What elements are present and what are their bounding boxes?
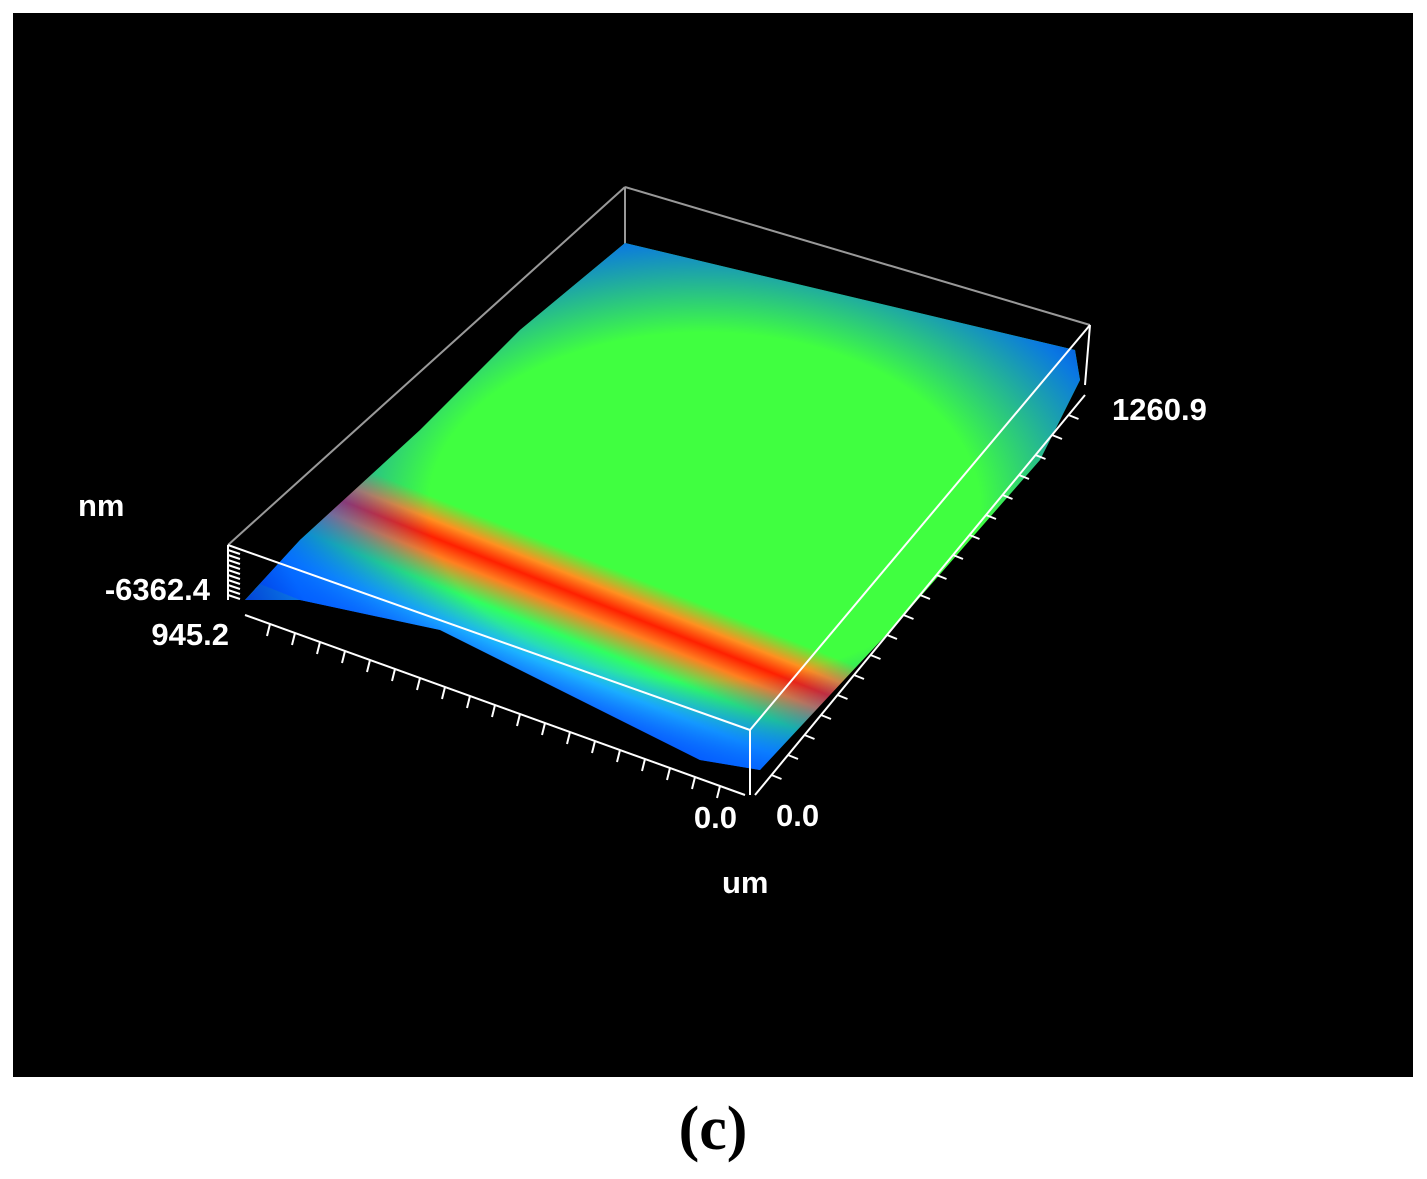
axis-tick: [441, 686, 446, 700]
z-unit: nm: [78, 488, 125, 523]
axis-tick: [227, 549, 241, 555]
axis-tick: [227, 554, 241, 560]
axis-tick: [291, 632, 296, 646]
axis-tick: [591, 740, 596, 754]
axis-tick: [969, 534, 980, 540]
axis-tick: [771, 774, 782, 780]
axis-tick: [952, 554, 964, 560]
axis-tick: [391, 668, 396, 682]
axis-tick: [227, 574, 241, 580]
axis-tick: [266, 623, 271, 637]
axis-tick: [804, 734, 815, 740]
axis-tick: [985, 514, 997, 520]
axis-tick: [466, 695, 471, 709]
front-frame: [227, 324, 1091, 799]
axis-tick: [541, 722, 546, 736]
axis-tick: [870, 654, 881, 660]
axis-tick: [641, 758, 646, 772]
axis-tick: [787, 754, 799, 760]
back-frame: [227, 186, 1091, 546]
axis-tick: [1002, 494, 1013, 500]
axis-tick: [919, 594, 931, 600]
axis-tick: [227, 594, 241, 600]
axis-tick: [227, 579, 241, 585]
axis-tick: [566, 731, 571, 745]
axis-tick: [491, 704, 496, 718]
axis-tick: [227, 569, 241, 575]
axis-tick: [227, 584, 241, 590]
axis-tick: [936, 574, 947, 580]
z-tick-label: -6362.4: [105, 572, 211, 607]
axis-tick: [666, 767, 671, 781]
axis-tick: [691, 776, 696, 790]
axis-tick: [886, 634, 898, 640]
axis-tick: [416, 677, 421, 691]
axis-tick: [227, 589, 241, 595]
y-tick-label: 0.0: [776, 798, 819, 833]
axis-tick: [853, 674, 865, 680]
axis-tick: [227, 564, 241, 570]
xy-unit: um: [722, 865, 769, 900]
axis-tick: [716, 785, 721, 799]
axis-tick: [341, 650, 346, 664]
axis-tick: [837, 694, 848, 700]
axis-tick: [1035, 454, 1046, 460]
axis-tick: [1068, 414, 1079, 420]
x-tick-label: 945.2: [151, 617, 229, 652]
axis-tick: [1018, 474, 1030, 480]
surface: [245, 243, 1080, 770]
axis-tick: [820, 714, 832, 720]
caption: (c): [679, 1095, 748, 1163]
axis-tick: [366, 659, 371, 673]
y-tick-label: 1260.9: [1112, 392, 1207, 427]
axis-tick: [227, 559, 241, 565]
axis-tick: [616, 749, 621, 763]
axis-tick: [516, 713, 521, 727]
axis-tick: [903, 614, 914, 620]
x-tick-label: 0.0: [694, 800, 737, 835]
axis-tick: [316, 641, 321, 655]
axis-tick: [1051, 434, 1063, 440]
